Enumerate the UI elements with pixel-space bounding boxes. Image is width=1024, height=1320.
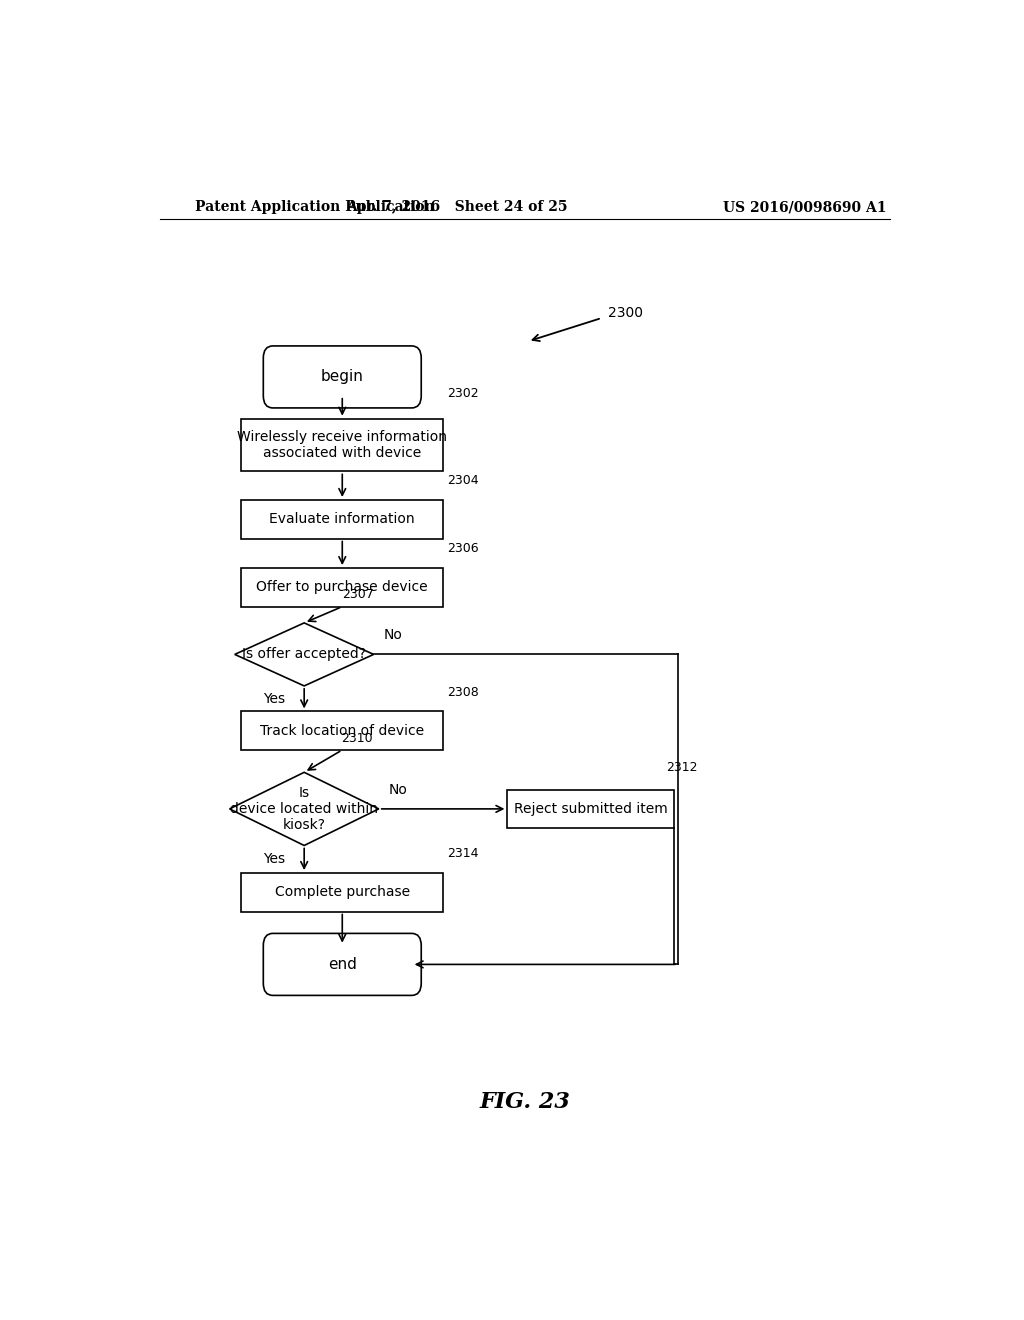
- Text: FIG. 23: FIG. 23: [479, 1090, 570, 1113]
- Text: 2300: 2300: [608, 306, 643, 319]
- Text: end: end: [328, 957, 356, 972]
- Bar: [241, 873, 443, 912]
- FancyBboxPatch shape: [263, 346, 421, 408]
- Bar: [241, 711, 443, 750]
- Text: Yes: Yes: [263, 853, 285, 866]
- Polygon shape: [234, 623, 374, 686]
- Text: Apr. 7, 2016   Sheet 24 of 25: Apr. 7, 2016 Sheet 24 of 25: [346, 201, 568, 214]
- Polygon shape: [229, 772, 379, 846]
- Text: Patent Application Publication: Patent Application Publication: [196, 201, 435, 214]
- Bar: [241, 500, 443, 539]
- Text: 2314: 2314: [447, 847, 479, 861]
- Text: No: No: [388, 783, 408, 797]
- Text: Offer to purchase device: Offer to purchase device: [256, 581, 428, 594]
- Text: Complete purchase: Complete purchase: [274, 886, 410, 899]
- Text: 2312: 2312: [666, 760, 697, 774]
- Text: 2307: 2307: [342, 587, 374, 601]
- Text: Wirelessly receive information
associated with device: Wirelessly receive information associate…: [238, 430, 447, 461]
- Text: Evaluate information: Evaluate information: [269, 512, 415, 527]
- Text: Is
device located within
kiosk?: Is device located within kiosk?: [230, 785, 378, 832]
- Text: 2310: 2310: [341, 733, 373, 746]
- Bar: [241, 418, 443, 471]
- Text: begin: begin: [321, 370, 364, 384]
- FancyBboxPatch shape: [263, 933, 421, 995]
- Bar: [241, 568, 443, 607]
- Text: 2306: 2306: [447, 543, 479, 556]
- Text: Yes: Yes: [263, 692, 285, 706]
- Text: US 2016/0098690 A1: US 2016/0098690 A1: [723, 201, 887, 214]
- Bar: [507, 789, 674, 828]
- Text: 2308: 2308: [447, 685, 479, 698]
- Text: Track location of device: Track location of device: [260, 723, 424, 738]
- Text: 2304: 2304: [447, 474, 479, 487]
- Text: 2302: 2302: [447, 387, 479, 400]
- Text: Reject submitted item: Reject submitted item: [514, 801, 668, 816]
- Text: No: No: [383, 628, 402, 643]
- Text: Is offer accepted?: Is offer accepted?: [243, 647, 367, 661]
